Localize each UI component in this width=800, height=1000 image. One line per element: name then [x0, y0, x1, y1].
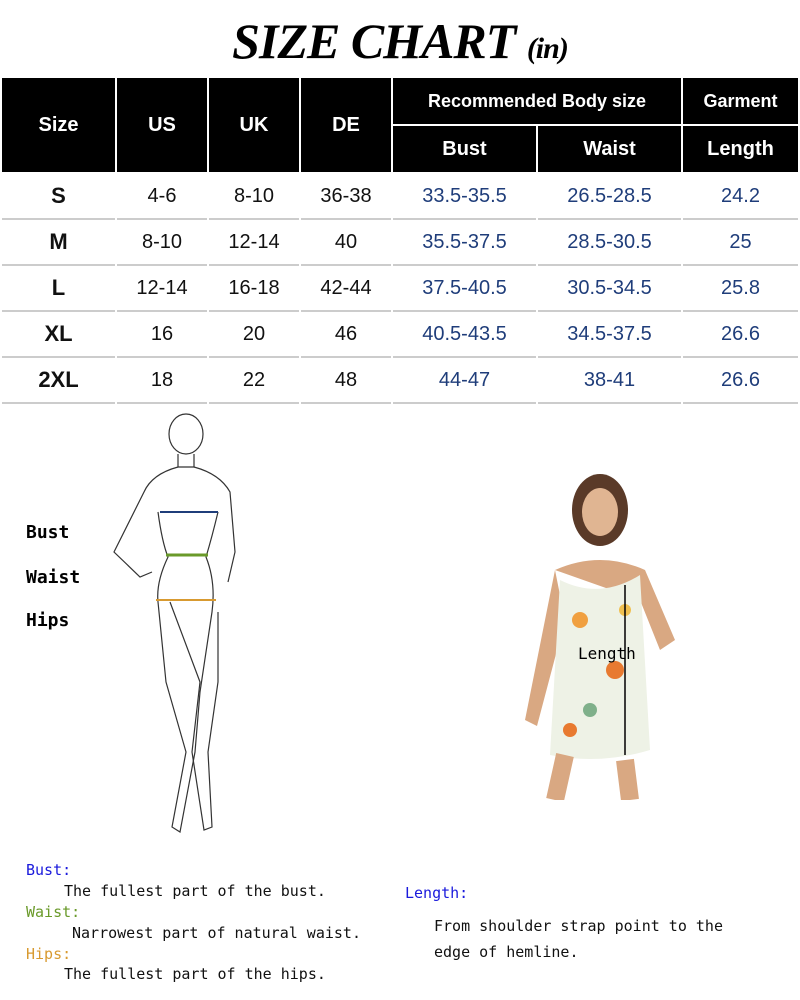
cell-waist: 38-41	[538, 358, 681, 404]
def-length-text-1: From shoulder strap point to the	[434, 917, 723, 935]
cell-length: 25	[683, 220, 798, 266]
figure-label-length: Length	[578, 644, 636, 663]
cell-us: 12-14	[117, 266, 207, 312]
cell-de: 46	[301, 312, 391, 358]
cell-de: 42-44	[301, 266, 391, 312]
cell-uk: 16-18	[209, 266, 299, 312]
page-title: SIZE CHART (in)	[0, 12, 800, 70]
header-size: Size	[2, 78, 115, 174]
def-length-text-2: edge of hemline.	[434, 943, 579, 961]
table-row: 2XL 18 22 48 44-47 38-41 26.6	[2, 358, 798, 404]
title-text: SIZE CHART	[232, 13, 516, 69]
def-bust-title: Bust:	[26, 861, 72, 879]
cell-us: 4-6	[117, 174, 207, 220]
header-body-group: Recommended Body size	[393, 78, 681, 126]
cell-size: M	[2, 220, 115, 266]
cell-size: L	[2, 266, 115, 312]
cell-size: S	[2, 174, 115, 220]
cell-bust: 37.5-40.5	[393, 266, 536, 312]
header-length: Length	[683, 126, 798, 174]
cell-length: 26.6	[683, 358, 798, 404]
table-row: S 4-6 8-10 36-38 33.5-35.5 26.5-28.5 24.2	[2, 174, 798, 220]
header-bust: Bust	[393, 126, 536, 174]
cell-uk: 12-14	[209, 220, 299, 266]
body-measurement-figure	[113, 413, 236, 833]
cell-de: 36-38	[301, 174, 391, 220]
cell-us: 8-10	[117, 220, 207, 266]
cell-size: XL	[2, 312, 115, 358]
cell-length: 25.8	[683, 266, 798, 312]
header-de: DE	[301, 78, 391, 174]
figure-label-hips: Hips	[26, 610, 70, 631]
table-row: XL 16 20 46 40.5-43.5 34.5-37.5 26.6	[2, 312, 798, 358]
figure-label-bust: Bust	[26, 522, 70, 543]
cell-us: 18	[117, 358, 207, 404]
table-row: L 12-14 16-18 42-44 37.5-40.5 30.5-34.5 25.8	[2, 266, 798, 312]
def-length-title: Length:	[405, 884, 469, 902]
cell-de: 48	[301, 358, 391, 404]
title-unit: (in)	[526, 32, 569, 65]
def-hips-title: Hips:	[26, 945, 72, 963]
cell-waist: 28.5-30.5	[538, 220, 681, 266]
header-garment-group: Garment	[683, 78, 798, 126]
cell-size: 2XL	[2, 358, 115, 404]
figure-label-waist: Waist	[26, 567, 81, 588]
cell-us: 16	[117, 312, 207, 358]
def-hips-text: The fullest part of the hips.	[64, 965, 326, 983]
cell-length: 24.2	[683, 174, 798, 220]
size-table: Size US UK DE Recommended Body size Garm…	[0, 78, 800, 404]
cell-uk: 20	[209, 312, 299, 358]
def-bust-text: The fullest part of the bust.	[64, 882, 326, 900]
cell-length: 26.6	[683, 312, 798, 358]
cell-waist: 26.5-28.5	[538, 174, 681, 220]
header-waist: Waist	[538, 126, 681, 174]
cell-uk: 22	[209, 358, 299, 404]
cell-uk: 8-10	[209, 174, 299, 220]
cell-waist: 34.5-37.5	[538, 312, 681, 358]
def-waist-text: Narrowest part of natural waist.	[72, 924, 361, 942]
cell-bust: 44-47	[393, 358, 536, 404]
cell-waist: 30.5-34.5	[538, 266, 681, 312]
model-photo: Length	[495, 470, 705, 802]
header-uk: UK	[209, 78, 299, 174]
cell-bust: 33.5-35.5	[393, 174, 536, 220]
table-row: M 8-10 12-14 40 35.5-37.5 28.5-30.5 25	[2, 220, 798, 266]
header-us: US	[117, 78, 207, 174]
cell-bust: 35.5-37.5	[393, 220, 536, 266]
cell-de: 40	[301, 220, 391, 266]
def-waist-title: Waist:	[26, 903, 81, 921]
cell-bust: 40.5-43.5	[393, 312, 536, 358]
